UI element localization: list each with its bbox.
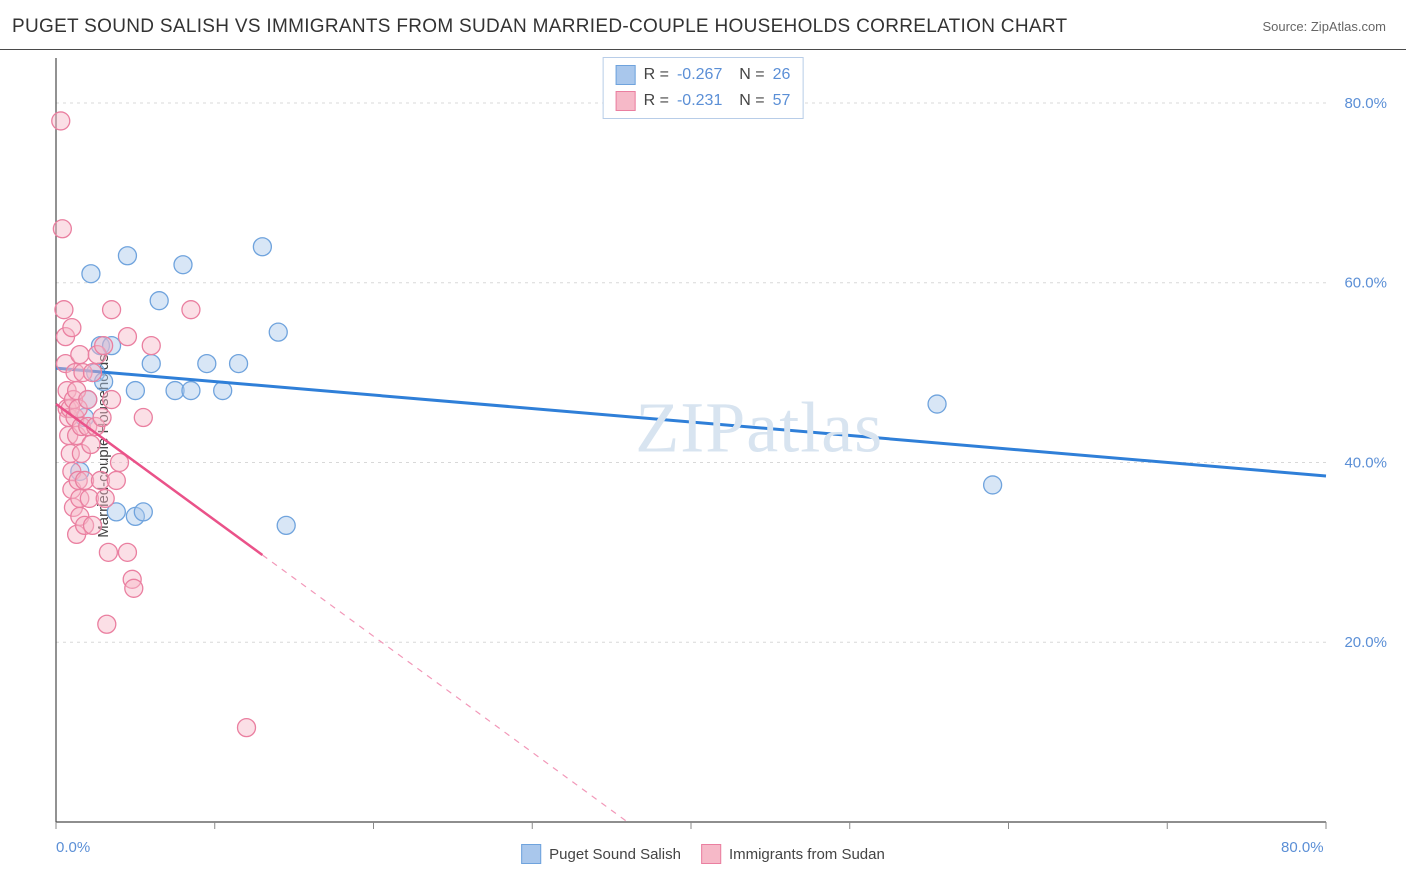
series1-n-value: 26	[773, 62, 791, 88]
legend-item-series2: Immigrants from Sudan	[701, 844, 885, 864]
svg-text:60.0%: 60.0%	[1344, 275, 1387, 292]
series1-r-value: -0.267	[677, 62, 722, 88]
correlation-row-series2: R = -0.231 N = 57	[616, 88, 791, 114]
n-label: N =	[730, 62, 764, 88]
n-label: N =	[730, 88, 764, 114]
correlation-legend: R = -0.267 N = 26 R = -0.231 N = 57	[603, 57, 804, 119]
svg-text:80.0%: 80.0%	[1344, 95, 1387, 112]
source-label: Source: ZipAtlas.com	[1262, 19, 1386, 34]
series2-swatch-bottom	[701, 844, 721, 864]
series-legend: Puget Sound Salish Immigrants from Sudan	[521, 844, 885, 864]
correlation-row-series1: R = -0.267 N = 26	[616, 62, 791, 88]
chart-title: PUGET SOUND SALISH VS IMMIGRANTS FROM SU…	[12, 16, 1067, 38]
svg-text:40.0%: 40.0%	[1344, 454, 1387, 471]
series2-swatch	[616, 91, 636, 111]
series1-swatch	[616, 65, 636, 85]
svg-text:20.0%: 20.0%	[1344, 634, 1387, 651]
series1-swatch-bottom	[521, 844, 541, 864]
series2-name: Immigrants from Sudan	[729, 846, 885, 863]
scatter-plot-svg: 20.0% 40.0% 60.0% 80.0%	[50, 50, 1391, 832]
series1-name: Puget Sound Salish	[549, 846, 681, 863]
series2-r-value: -0.231	[677, 88, 722, 114]
series2-n-value: 57	[773, 88, 791, 114]
legend-item-series1: Puget Sound Salish	[521, 844, 681, 864]
chart-plot-area: 20.0% 40.0% 60.0% 80.0%	[50, 50, 1391, 832]
r-label: R =	[644, 88, 669, 114]
x-tick-label: 80.0%	[1281, 839, 1324, 856]
x-tick-label: 0.0%	[56, 839, 90, 856]
r-label: R =	[644, 62, 669, 88]
chart-header: PUGET SOUND SALISH VS IMMIGRANTS FROM SU…	[0, 0, 1406, 50]
